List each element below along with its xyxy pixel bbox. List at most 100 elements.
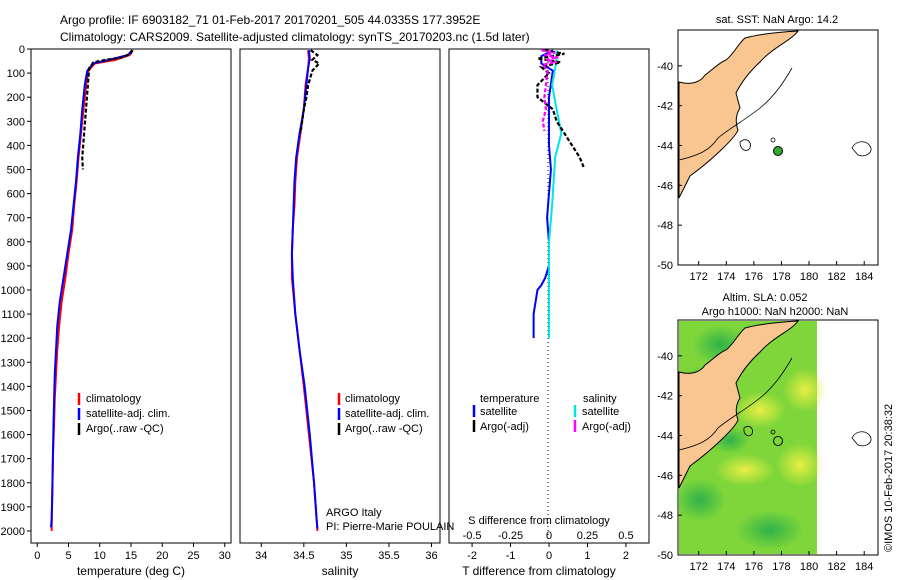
x-tick-label: 34.5	[293, 550, 314, 562]
x-top-tick-label: 0	[546, 530, 552, 542]
legend-salinity-header: salinity	[583, 393, 617, 405]
series-line-climatology	[50, 49, 134, 531]
lat-tick-label: -44	[657, 141, 673, 153]
legend-s-satellite: satellite	[582, 406, 619, 418]
sla-map-longitude-axis: 172 174 176 178 180 182 184	[690, 551, 873, 573]
y-tick-label: 0	[19, 44, 25, 56]
legend-satellite: satellite-adj. clim.	[345, 408, 429, 420]
x-tick-label: -1	[506, 550, 516, 562]
x-top-tick-label: -0.5	[463, 530, 482, 542]
series-line-s-satellite	[548, 50, 563, 339]
salinity-xlabel: salinity	[322, 564, 359, 578]
lat-tick-label: -50	[657, 550, 673, 562]
new-zealand-land-icon	[678, 30, 799, 199]
lon-tick-label: 174	[717, 561, 735, 573]
y-tick-label: 2000	[1, 526, 25, 538]
argo-pi-label: PI: Pierre-Marie POULAIN	[326, 521, 454, 533]
sla-high-anomaly	[734, 392, 786, 428]
x-top-tick-label: 0.25	[577, 530, 598, 542]
lon-tick-label: 178	[772, 271, 790, 283]
salinity-legend: climatology satellite-adj. clim. Argo(..…	[337, 393, 429, 435]
legend-climatology: climatology	[345, 393, 401, 405]
sla-map-latitude-axis: -40 -42 -44 -46 -48 -50	[657, 351, 682, 562]
chatham-islands-icon	[770, 429, 776, 435]
lon-tick-label: 182	[827, 271, 845, 283]
difference-x-axis: -2 -1 0 1 2 -0.5 -0.25 0 0.25 0.5	[463, 530, 634, 562]
y-tick-label: 800	[7, 237, 25, 249]
x-tick-label: 5	[65, 550, 71, 562]
chatham-rise-contour	[739, 139, 751, 151]
lat-tick-label: -46	[657, 180, 673, 192]
sla-map-subtitle: Argo h1000: NaN h2000: NaN	[702, 306, 849, 318]
y-tick-label: 700	[7, 213, 25, 225]
sst-map: sat. SST: NaN Argo: 14.2 172 174 176 178 180…	[657, 14, 879, 283]
seamount-contour	[851, 141, 872, 157]
x-top-tick-label: 0.5	[618, 530, 633, 542]
sla-map-title: Altim. SLA: 0.052	[723, 292, 808, 304]
sla-low-anomaly	[736, 510, 804, 550]
y-tick-label: 1100	[1, 309, 25, 321]
depth-axis: 0 100 200 300 400 500 600 700 800 900 1000 1100 1200…	[1, 44, 31, 538]
legend-t-satellite: satellite	[480, 406, 517, 418]
s-difference-xlabel: S difference from climatology	[468, 515, 610, 527]
sla-high-anomaly	[776, 443, 824, 487]
legend-satellite: satellite-adj. clim.	[86, 408, 170, 420]
argo-float-marker	[773, 146, 783, 156]
lon-tick-label: 184	[855, 561, 873, 573]
y-tick-label: 300	[7, 116, 25, 128]
lon-tick-label: 172	[690, 271, 708, 283]
x-tick-label: 0	[34, 550, 40, 562]
series-line-t-argo-adj-	[536, 49, 585, 168]
salinity-plot-frame	[239, 48, 441, 544]
legend-t-argo: Argo(-adj)	[480, 421, 529, 433]
temperature-panel: 0100200300400500600700800900100011001200…	[1, 44, 232, 578]
argo-float-marker	[773, 436, 783, 446]
sst-map-latitude-axis: -40 -42 -44 -46 -48 -50	[657, 61, 682, 272]
new-zealand-land-icon	[678, 320, 799, 489]
lon-tick-label: 172	[690, 561, 708, 573]
lon-tick-label: 180	[800, 561, 818, 573]
legend-argo: Argo(..raw -QC)	[345, 423, 423, 435]
x-tick-label: 34	[255, 550, 267, 562]
x-tick-label: 0	[546, 550, 552, 562]
y-tick-label: 600	[7, 189, 25, 201]
lon-tick-label: 176	[745, 561, 763, 573]
series-line-t-satellite	[532, 49, 554, 339]
series-line-s-argo-adj-	[540, 49, 559, 132]
lat-tick-label: -40	[657, 351, 673, 363]
lat-tick-label: -50	[657, 260, 673, 272]
temperature-x-axis: 0 5 10 15 20 25 30	[34, 543, 231, 562]
lon-tick-label: 182	[827, 561, 845, 573]
lat-tick-label: -46	[657, 470, 673, 482]
temperature-xlabel: temperature (deg C)	[77, 564, 185, 578]
chatham-rise-contour	[743, 426, 753, 437]
x-tick-label: -2	[467, 550, 477, 562]
seamount-contour	[851, 431, 872, 447]
x-tick-label: 36	[425, 550, 437, 562]
y-tick-label: 1300	[1, 357, 25, 369]
sst-map-title: sat. SST: NaN Argo: 14.2	[716, 14, 838, 26]
difference-panel: -2 -1 0 1 2 -0.5 -0.25 0 0.25 0.5 T difference fr…	[448, 48, 650, 578]
lon-tick-label: 180	[800, 271, 818, 283]
legend-temperature-header: temperature	[480, 393, 539, 405]
x-tick-label: 25	[187, 550, 199, 562]
chatham-islands-icon	[770, 137, 776, 143]
series-line-argo-raw-qc-	[299, 49, 321, 134]
x-tick-label: 1	[584, 550, 590, 562]
lat-tick-label: -48	[657, 510, 673, 522]
y-tick-label: 1500	[1, 405, 25, 417]
x-tick-label: 2	[623, 550, 629, 562]
legend-climatology: climatology	[86, 393, 142, 405]
series-line-satellite-adj-clim-	[290, 50, 319, 529]
x-top-tick-label: -0.25	[498, 530, 523, 542]
y-tick-label: 500	[7, 164, 25, 176]
argo-program-label: ARGO Italy	[326, 507, 382, 519]
x-tick-label: 10	[94, 550, 106, 562]
lat-tick-label: -44	[657, 431, 673, 443]
lat-tick-label: -48	[657, 220, 673, 232]
sla-map-frame	[677, 319, 879, 556]
legend-s-argo: Argo(-adj)	[582, 421, 631, 433]
t-difference-xlabel: T difference from climatology	[462, 564, 616, 578]
x-tick-label: 30	[219, 550, 231, 562]
